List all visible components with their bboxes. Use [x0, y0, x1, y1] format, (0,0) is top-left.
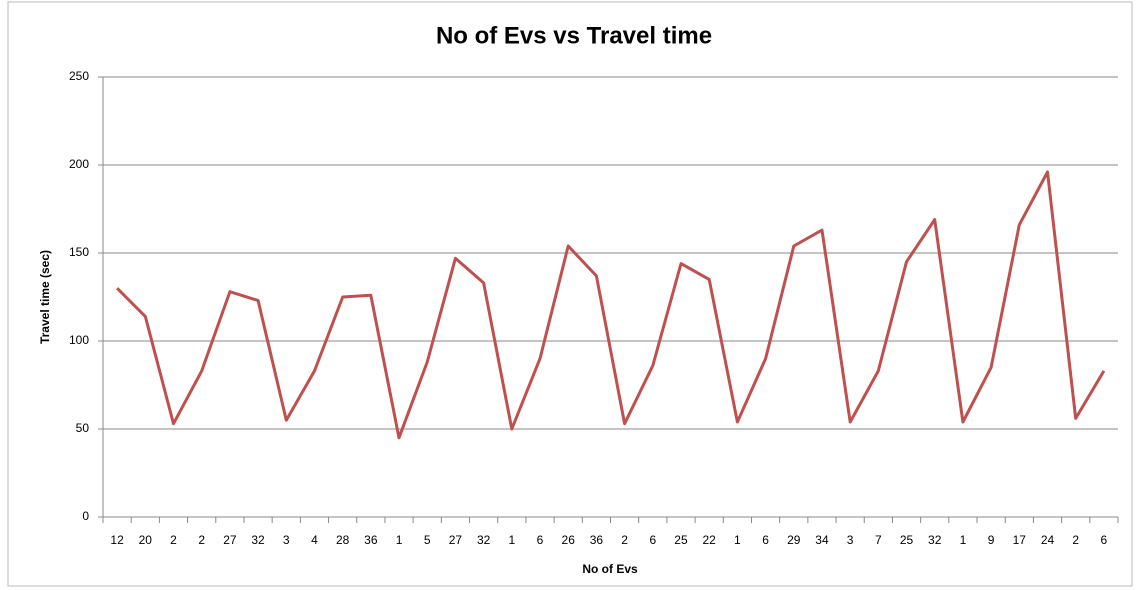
x-tick-label: 1: [508, 533, 515, 547]
y-tick-label: 0: [82, 509, 89, 523]
data-line: [116, 170, 1106, 440]
x-tick-label: 24: [1041, 533, 1055, 547]
x-tick-label: 28: [336, 533, 350, 547]
x-tick-label: 22: [703, 533, 717, 547]
x-tick-label: 20: [139, 533, 153, 547]
x-tick-label: 12: [110, 533, 124, 547]
x-tick-label: 34: [815, 533, 829, 547]
x-tick-label: 2: [170, 533, 177, 547]
x-tick-label: 36: [364, 533, 378, 547]
chart-border: [7, 1, 1133, 587]
x-axis-title: No of Evs: [582, 562, 638, 576]
x-tick-label: 4: [311, 533, 318, 547]
x-tick-label: 2: [198, 533, 205, 547]
chart-title: No of Evs vs Travel time: [436, 22, 712, 49]
x-tick-label: 29: [787, 533, 801, 547]
y-axis-title: Travel time (sec): [38, 250, 52, 344]
x-tick-label: 9: [988, 533, 995, 547]
x-tick-label: 2: [1072, 533, 1079, 547]
x-tick-label: 25: [674, 533, 688, 547]
x-tick-label: 1: [396, 533, 403, 547]
x-tick-label: 27: [223, 533, 237, 547]
x-tick-label: 6: [649, 533, 656, 547]
x-tick-label: 3: [847, 533, 854, 547]
x-tick-label: 1: [734, 533, 741, 547]
x-tick-label: 6: [1101, 533, 1108, 547]
y-tick-label: 250: [69, 69, 89, 83]
x-tick-label: 6: [762, 533, 769, 547]
x-tick-label: 5: [424, 533, 431, 547]
y-tick-label: 150: [69, 245, 89, 259]
x-tick-label: 2: [621, 533, 628, 547]
y-tick-label: 100: [69, 333, 89, 347]
x-tick-label: 32: [251, 533, 265, 547]
x-tick-label: 32: [477, 533, 491, 547]
x-tick-label: 17: [1013, 533, 1027, 547]
x-tick-label: 25: [900, 533, 914, 547]
y-tick-label: 50: [76, 421, 90, 435]
x-tick-label: 3: [283, 533, 290, 547]
x-tick-label: 27: [449, 533, 463, 547]
y-tick-label: 200: [69, 157, 89, 171]
x-tick-label: 26: [562, 533, 576, 547]
x-tick-label: 36: [590, 533, 604, 547]
x-tick-label: 6: [537, 533, 544, 547]
x-tick-label: 7: [875, 533, 882, 547]
x-tick-label: 32: [928, 533, 942, 547]
x-tick-label: 1: [960, 533, 967, 547]
